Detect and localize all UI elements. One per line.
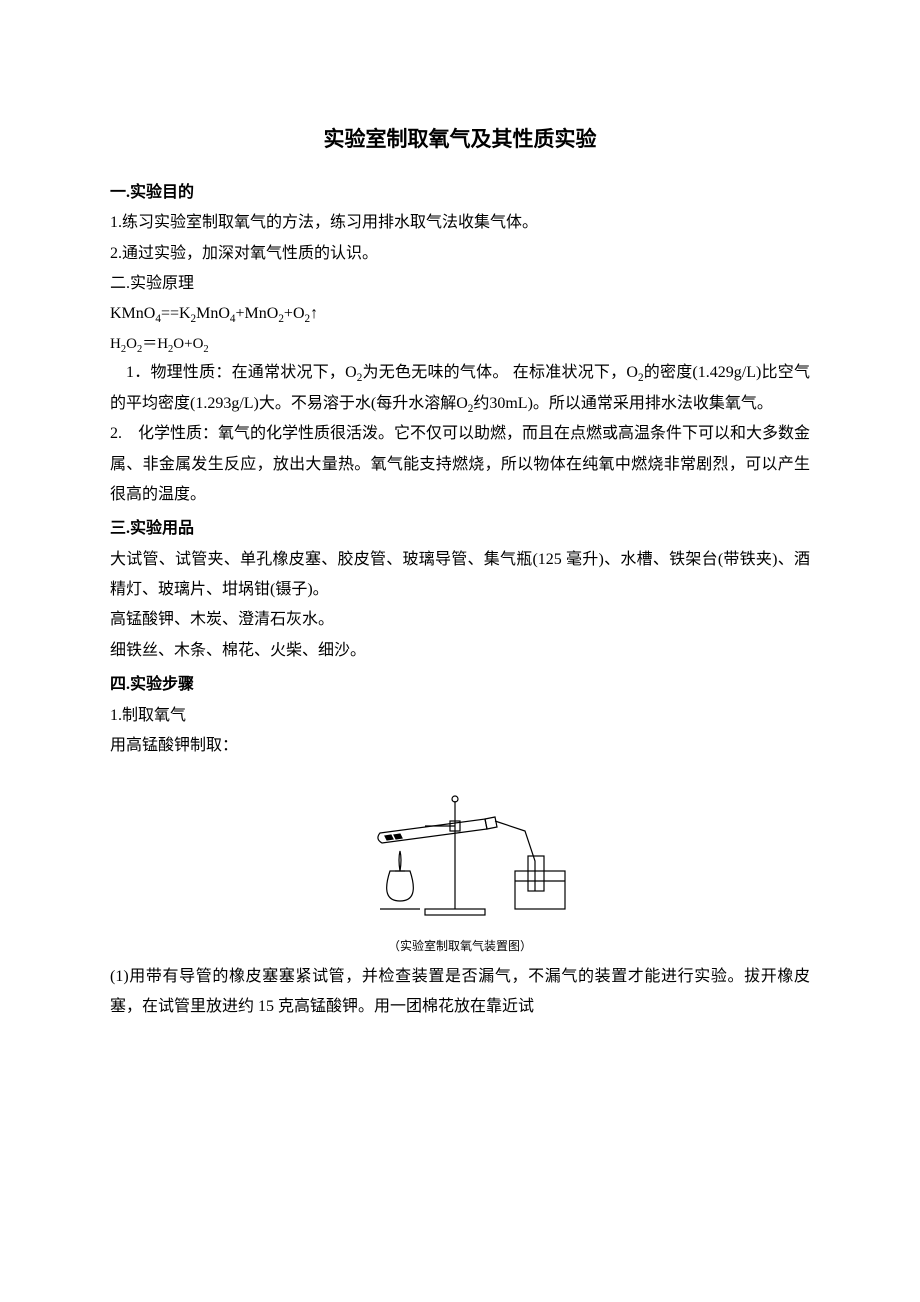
p1-text: 1．物理性质：在通常状况下，O [126, 364, 357, 381]
eq2-text: O [126, 336, 137, 352]
eq-text: +O [284, 305, 305, 322]
p1-text: 为无色无味的气体。 在标准状况下，O [362, 364, 638, 381]
step1-title: 1.制取氧气 [110, 701, 810, 731]
section3-line2: 高锰酸钾、木炭、澄清石灰水。 [110, 605, 810, 635]
section1-item2: 2.通过实验，加深对氧气性质的认识。 [110, 239, 810, 269]
section1-heading: 一.实验目的 [110, 178, 810, 208]
section2-p1: 1．物理性质：在通常状况下，O2为无色无味的气体。 在标准状况下，O2的密度(1… [110, 358, 810, 419]
apparatus-svg [330, 771, 590, 921]
section2-heading: 二.实验原理 [110, 269, 810, 299]
section3-heading: 三.实验用品 [110, 514, 810, 544]
eq-text: KMnO [110, 305, 155, 322]
p1-text: 约30mL)。所以通常采用排水法收集氧气。 [473, 395, 773, 412]
eq2-text: H [110, 336, 121, 352]
section4-heading: 四.实验步骤 [110, 670, 810, 700]
section1-item1: 1.练习实验室制取氧气的方法，练习用排水取气法收集气体。 [110, 208, 810, 238]
equation-2: H2O2＝H2O+O2 [110, 330, 810, 359]
figure-caption: （实验室制取氧气装置图） [110, 935, 810, 958]
section2-p2: 2. 化学性质：氧气的化学性质很活泼。它不仅可以助燃，而且在点燃或高温条件下可以… [110, 419, 810, 510]
eq-text: ==K [161, 305, 191, 322]
eq-text: MnO [196, 305, 230, 322]
sub: 2 [203, 344, 208, 355]
apparatus-figure [110, 771, 810, 932]
document-page: 实验室制取氧气及其性质实验 一.实验目的 1.练习实验室制取氧气的方法，练习用排… [0, 0, 920, 1102]
step1-sub: 用高锰酸钾制取： [110, 731, 810, 761]
section3-line1: 大试管、试管夹、单孔橡皮塞、胶皮管、玻璃导管、集气瓶(125 毫升)、水槽、铁架… [110, 545, 810, 606]
eq-text: ↑ [310, 305, 318, 322]
page-title: 实验室制取氧气及其性质实验 [110, 120, 810, 160]
section3-line3: 细铁丝、木条、棉花、火柴、细沙。 [110, 636, 810, 666]
step1-1: (1)用带有导管的橡皮塞塞紧试管，并检查装置是否漏气，不漏气的装置才能进行实验。… [110, 962, 810, 1023]
eq2-text: ＝H [142, 336, 168, 352]
eq-text: +MnO [236, 305, 279, 322]
equation-1: KMnO4==K2MnO4+MnO2+O2↑ [110, 299, 810, 329]
eq2-text: O+O [173, 336, 203, 352]
